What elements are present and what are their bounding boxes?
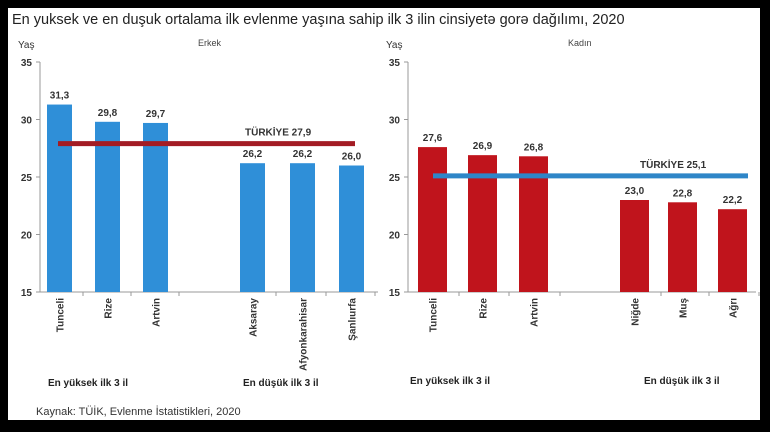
reference-label: TÜRKİYE 27,9 xyxy=(245,126,312,139)
group-label: En yüksek ilk 3 il xyxy=(410,376,490,387)
category-label: Tunceli xyxy=(56,298,67,332)
bar-muş xyxy=(668,202,697,292)
value-label: 26,9 xyxy=(473,141,493,152)
category-label: Niğde xyxy=(631,298,642,326)
bar-artvin xyxy=(143,122,168,292)
bar-artvin xyxy=(519,156,548,292)
value-label: 29,7 xyxy=(146,109,166,120)
value-label: 26,2 xyxy=(293,149,313,160)
category-label: Rize xyxy=(479,298,490,319)
source-note: Kaynak: TÜİK, Evlenme İstatistikleri, 20… xyxy=(36,406,241,418)
y-tick-label: 30 xyxy=(21,116,33,127)
panel-title: Erkek xyxy=(198,38,222,48)
value-label: 26,0 xyxy=(342,152,362,163)
bar-şanlıurfa xyxy=(339,165,364,292)
y-tick-label: 15 xyxy=(389,288,401,299)
y-tick-label: 20 xyxy=(389,231,401,242)
category-label: Rize xyxy=(104,298,115,319)
y-tick-label: 15 xyxy=(21,288,33,299)
reference-label: TÜRKİYE 25,1 xyxy=(640,158,707,171)
bar-rize xyxy=(95,121,120,292)
y-tick-label: 25 xyxy=(389,173,401,184)
category-label: Muş xyxy=(679,298,690,318)
value-label: 31,3 xyxy=(50,91,70,102)
value-label: 26,8 xyxy=(524,142,544,153)
value-label: 29,8 xyxy=(98,108,118,119)
y-tick-label: 20 xyxy=(21,231,33,242)
group-label: En düşük ilk 3 il xyxy=(644,376,720,387)
bar-tunceli xyxy=(418,147,447,292)
group-label: En düşük ilk 3 il xyxy=(243,378,319,389)
value-label: 22,2 xyxy=(723,195,743,206)
chart-panel: En yuksek ve en duşuk ortalama ilk evlen… xyxy=(8,8,760,420)
value-label: 26,2 xyxy=(243,149,263,160)
category-label: Afyonkarahisar xyxy=(299,298,310,371)
category-label: Artvin xyxy=(530,298,541,327)
bar-ağrı xyxy=(718,209,747,292)
category-label: Tunceli xyxy=(429,298,440,332)
category-label: Artvin xyxy=(152,298,163,327)
y-tick-label: 30 xyxy=(389,116,401,127)
category-label: Şanlıurfa xyxy=(348,298,359,341)
bar-afyonkarahisar xyxy=(290,163,315,292)
y-tick-label: 35 xyxy=(21,58,33,69)
category-label: Aksaray xyxy=(249,298,260,337)
group-label: En yüksek ilk 3 il xyxy=(48,378,128,389)
chart-title: En yuksek ve en duşuk ortalama ilk evlen… xyxy=(12,12,625,28)
bar-niğde xyxy=(620,200,649,292)
y-tick-label: 25 xyxy=(21,173,33,184)
value-label: 27,6 xyxy=(423,133,443,144)
y-axis-label: Yaş xyxy=(18,40,35,51)
charts-svg: Yaş Erkek 15 20 25 30 35 31,3 Tunceli 29,8 Rize 29,… xyxy=(18,38,760,389)
y-tick-label: 35 xyxy=(389,58,401,69)
panel-title: Kadın xyxy=(568,38,592,48)
y-axis-label: Yaş xyxy=(386,40,403,51)
bar-tunceli xyxy=(47,104,72,292)
value-label: 23,0 xyxy=(625,186,645,197)
bar-aksaray xyxy=(240,163,265,292)
value-label: 22,8 xyxy=(673,188,693,199)
category-label: Ağrı xyxy=(729,298,740,318)
